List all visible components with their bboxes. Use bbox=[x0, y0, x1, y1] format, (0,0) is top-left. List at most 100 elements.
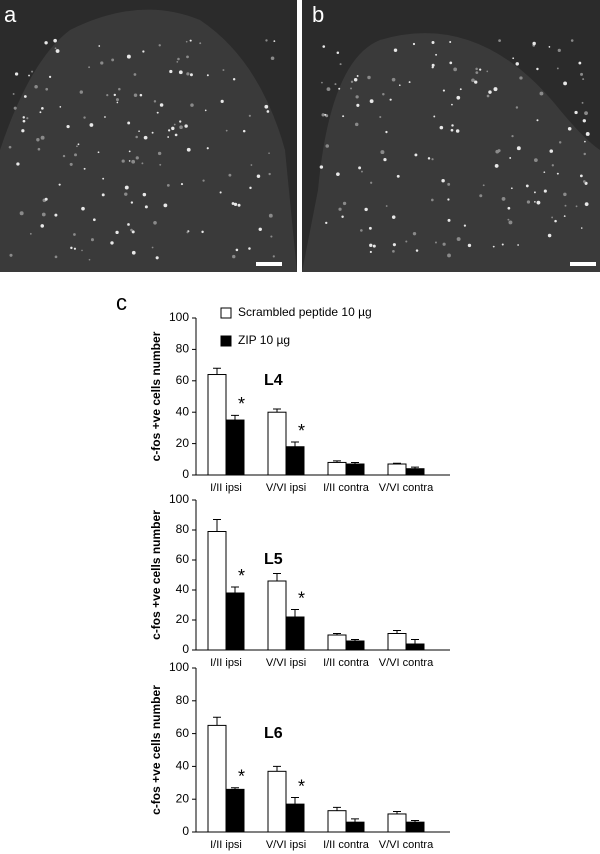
cell-dot bbox=[447, 253, 451, 258]
cell-dot bbox=[118, 87, 121, 91]
cell-dot bbox=[358, 166, 362, 170]
cell-dot bbox=[579, 174, 583, 178]
cell-dot bbox=[516, 146, 521, 151]
scale-bar bbox=[570, 262, 596, 266]
cell-dot bbox=[12, 93, 15, 95]
cell-dot bbox=[556, 172, 559, 175]
cell-dot bbox=[167, 136, 170, 138]
cell-dot bbox=[73, 247, 77, 250]
cell-dot bbox=[380, 150, 385, 155]
cell-dot bbox=[270, 56, 275, 61]
cell-dot bbox=[186, 231, 189, 234]
cell-dot bbox=[536, 200, 541, 205]
cell-dot bbox=[570, 39, 574, 42]
cell-dot bbox=[163, 203, 168, 208]
cell-dot bbox=[156, 111, 159, 114]
cell-dot bbox=[26, 117, 29, 120]
y-tick-label: 0 bbox=[182, 642, 189, 656]
cell-dot bbox=[584, 140, 586, 143]
cell-dot bbox=[186, 147, 191, 152]
cell-dot bbox=[202, 179, 205, 182]
bar bbox=[225, 788, 245, 833]
cell-dot bbox=[501, 243, 504, 246]
cell-dot bbox=[360, 229, 363, 232]
cell-dot bbox=[102, 177, 105, 180]
cell-dot bbox=[338, 207, 342, 211]
x-tick-label: V/VI ipsi bbox=[266, 839, 306, 851]
cell-dot bbox=[427, 157, 431, 160]
cell-dot bbox=[13, 106, 17, 110]
cell-dot bbox=[178, 70, 183, 75]
cell-dot bbox=[131, 230, 135, 234]
cell-dot bbox=[166, 184, 170, 187]
cell-dot bbox=[169, 69, 173, 74]
cell-dot bbox=[248, 247, 251, 250]
cell-dot bbox=[494, 164, 499, 168]
cell-dot bbox=[268, 152, 270, 155]
legend-swatch bbox=[220, 307, 232, 319]
cell-dot bbox=[364, 207, 368, 212]
cell-dot bbox=[342, 115, 345, 118]
cell-dot bbox=[159, 163, 162, 166]
error-bar bbox=[351, 639, 359, 641]
cell-dot bbox=[40, 224, 45, 228]
cell-dot bbox=[171, 126, 175, 131]
cell-dot bbox=[83, 167, 86, 170]
cell-dot bbox=[543, 189, 547, 193]
cell-dot bbox=[389, 98, 392, 101]
cell-dot bbox=[232, 78, 236, 81]
y-axis-label: c-fos +ve cells number bbox=[149, 331, 163, 461]
cell-dot bbox=[526, 200, 531, 204]
cell-dot bbox=[101, 193, 105, 197]
error-bar bbox=[411, 639, 419, 644]
cell-dot bbox=[8, 145, 12, 149]
cell-dot bbox=[456, 95, 461, 100]
cell-dot bbox=[111, 58, 115, 62]
cell-dot bbox=[168, 129, 171, 132]
panel-label: c bbox=[116, 290, 127, 315]
error-bar bbox=[273, 573, 281, 581]
cell-dot bbox=[206, 147, 209, 150]
bar bbox=[387, 813, 407, 833]
cell-dot bbox=[369, 99, 374, 104]
bar bbox=[387, 633, 407, 651]
cell-dot bbox=[44, 197, 48, 201]
bar bbox=[285, 446, 305, 476]
cell-dot bbox=[580, 72, 584, 76]
cell-dot bbox=[135, 135, 138, 139]
cell-dot bbox=[126, 54, 131, 59]
cell-dot bbox=[536, 67, 539, 71]
cell-dot bbox=[563, 192, 567, 197]
cell-dot bbox=[488, 90, 492, 94]
cell-dot bbox=[415, 249, 419, 252]
error-bar bbox=[411, 820, 419, 823]
cell-dot bbox=[533, 191, 536, 194]
cell-dot bbox=[582, 78, 585, 81]
cell-dot bbox=[237, 203, 241, 207]
cell-dot bbox=[449, 41, 452, 44]
bar bbox=[387, 463, 407, 476]
cell-dot bbox=[190, 103, 194, 107]
bar bbox=[267, 411, 287, 476]
cell-dot bbox=[228, 173, 232, 177]
bar bbox=[207, 724, 227, 833]
cell-dot bbox=[342, 201, 347, 206]
cell-dot bbox=[439, 125, 444, 130]
cell-dot bbox=[37, 147, 41, 151]
cell-dot bbox=[334, 83, 337, 86]
cell-dot bbox=[232, 254, 236, 259]
significance-mark: * bbox=[238, 394, 245, 414]
cell-dot bbox=[54, 255, 58, 259]
error-bar bbox=[351, 818, 359, 823]
cell-dot bbox=[379, 116, 382, 119]
cell-dot bbox=[16, 162, 20, 166]
y-tick-label: 0 bbox=[182, 467, 189, 481]
cell-dot bbox=[322, 45, 326, 48]
cell-dot bbox=[90, 238, 94, 242]
bar bbox=[225, 419, 245, 476]
legend-label: Scrambled peptide 10 µg bbox=[238, 305, 372, 319]
y-tick-label: 80 bbox=[176, 522, 190, 536]
cell-dot bbox=[53, 38, 57, 43]
cell-dot bbox=[115, 98, 119, 102]
